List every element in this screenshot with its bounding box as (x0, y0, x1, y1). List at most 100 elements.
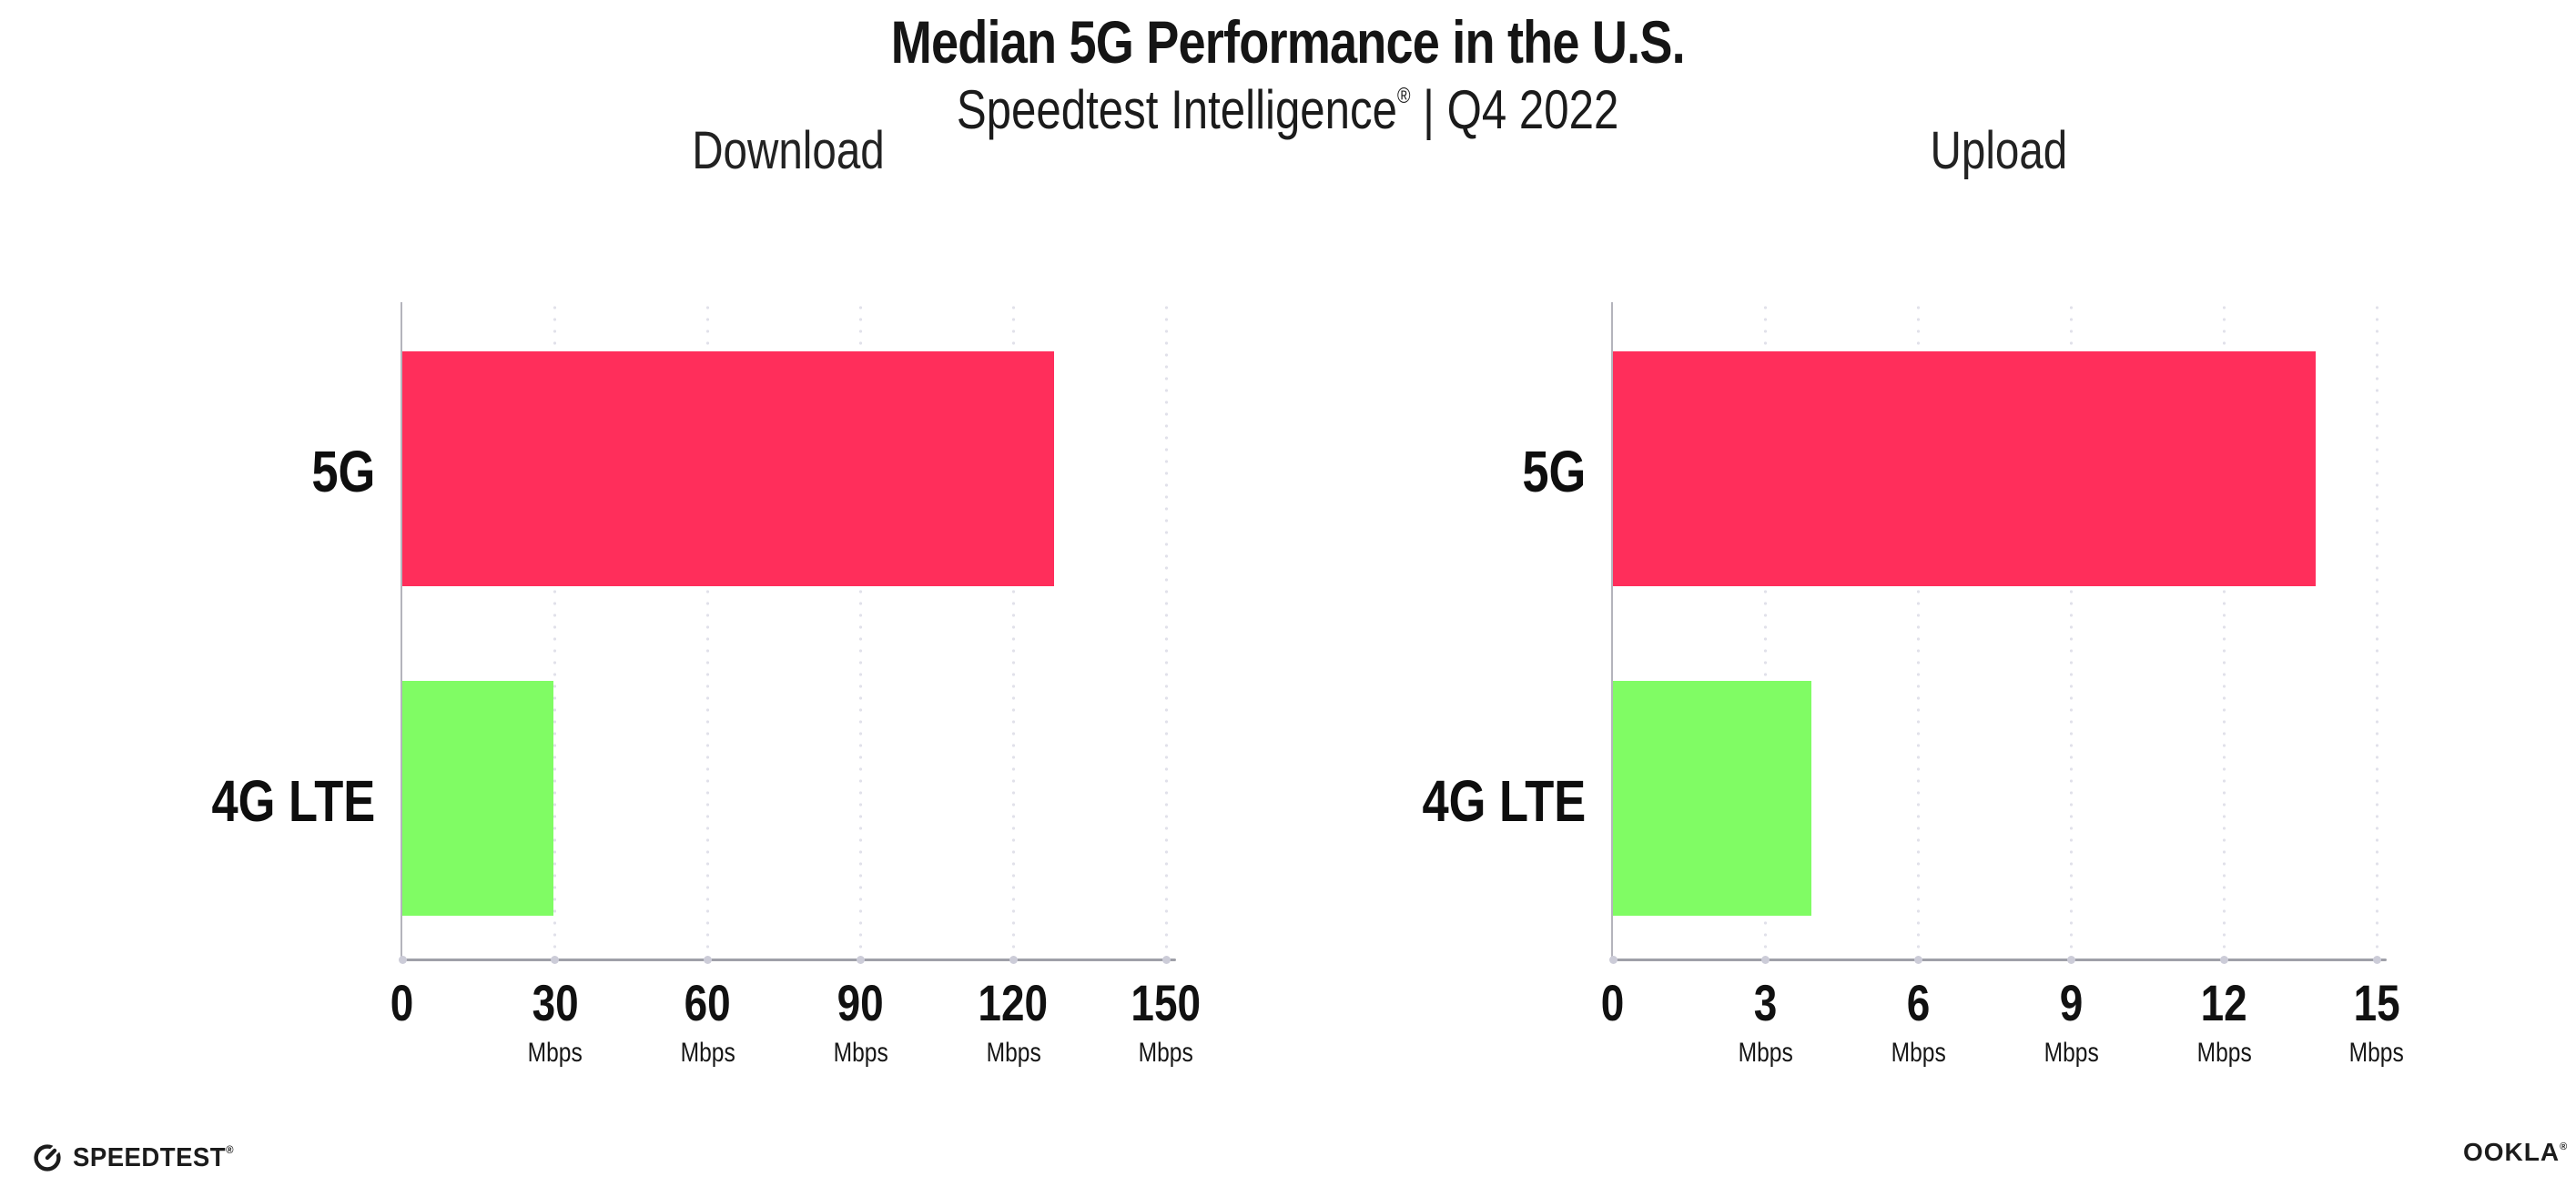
registered-trademark-mark: ® (1397, 84, 1411, 108)
category-label-5g: 5G (310, 439, 375, 504)
x-tick-unit-text: Mbps (2196, 1038, 2252, 1068)
x-tick-label-90: 90 Mbps (783, 978, 938, 1067)
x-tick-value-text: 0 (390, 974, 414, 1031)
x-tick-value-text: 3 (1754, 974, 1778, 1031)
x-tick-label-60: 60 Mbps (631, 978, 786, 1067)
bar-4g-lte (402, 681, 554, 916)
x-tick-value: 6 (1841, 978, 1996, 1029)
x-tick-unit-text: Mbps (833, 1038, 888, 1068)
gridline-15-mbps (2375, 302, 2378, 959)
x-tick-value-text: 9 (2059, 974, 2084, 1031)
x-tick-value-text: 12 (2200, 974, 2247, 1031)
speedtest-trademark-mark: ® (226, 1142, 234, 1156)
x-tick-value-text: 30 (532, 974, 579, 1031)
x-tick-label-30: 30 Mbps (478, 978, 633, 1067)
axis-tick-dot (1608, 956, 1618, 964)
x-tick-value: 0 (325, 978, 480, 1029)
x-tick-value-text: 90 (837, 974, 884, 1031)
x-tick-unit: Mbps (2299, 1040, 2454, 1067)
subtitle-quarter: | Q4 2022 (1410, 79, 1619, 140)
x-tick-unit-text: Mbps (2044, 1038, 2099, 1068)
page-subtitle: Speedtest Intelligence® | Q4 2022 (0, 78, 2576, 141)
x-tick-label-6: 6 Mbps (1841, 978, 1996, 1067)
x-tick-value: 150 (1089, 978, 1243, 1029)
gridline-30-mbps (553, 302, 557, 959)
gridline-9-mbps (2069, 302, 2073, 959)
axis-tick-dot (1009, 956, 1018, 964)
x-tick-value: 120 (936, 978, 1090, 1029)
axis-tick-dot (2372, 956, 2381, 964)
gridline-120-mbps (1011, 302, 1015, 959)
x-tick-unit-text: Mbps (527, 1038, 583, 1068)
category-label-4g-lte: 4G LTE (211, 768, 375, 834)
x-tick-label-9: 9 Mbps (1993, 978, 2148, 1067)
x-tick-unit: Mbps (1841, 1040, 1996, 1067)
gridline-12-mbps (2222, 302, 2226, 959)
bar-5g (1613, 351, 2316, 586)
bar-5g (402, 351, 1054, 586)
x-tick-unit: Mbps (2146, 1040, 2301, 1067)
axis-tick-dot (551, 956, 560, 964)
x-tick-value: 0 (1536, 978, 1690, 1029)
x-tick-value: 3 (1689, 978, 1843, 1029)
subtitle-brand: Speedtest Intelligence (957, 79, 1398, 140)
x-tick-unit-text: Mbps (986, 1038, 1041, 1068)
x-tick-unit: Mbps (631, 1040, 786, 1067)
x-tick-value: 15 (2299, 978, 2454, 1029)
gridline-90-mbps (858, 302, 862, 959)
axis-tick-dot (1761, 956, 1770, 964)
x-tick-value-text: 60 (685, 974, 732, 1031)
axis-tick-dot (704, 956, 713, 964)
ookla-logo: OOKLA® (2463, 1138, 2567, 1167)
x-tick-unit: Mbps (1089, 1040, 1243, 1067)
axis-tick-dot (2066, 956, 2075, 964)
x-tick-value-text: 120 (978, 974, 1049, 1031)
x-tick-label-12: 12 Mbps (2146, 978, 2301, 1067)
x-tick-unit-text: Mbps (2348, 1038, 2405, 1068)
ookla-wordmark: OOKLA (2463, 1138, 2561, 1166)
download-chart-title: Download (692, 121, 885, 180)
x-axis-line (401, 959, 1176, 961)
gridline-3-mbps (1764, 302, 1768, 959)
y-axis-line (401, 302, 402, 959)
x-tick-value: 12 (2146, 978, 2301, 1029)
x-tick-value-text: 0 (1601, 974, 1625, 1031)
x-tick-unit: Mbps (783, 1040, 938, 1067)
axis-tick-dot (1914, 956, 1923, 964)
y-axis-line (1611, 302, 1613, 959)
gridline-150-mbps (1164, 302, 1168, 959)
x-tick-unit: Mbps (936, 1040, 1090, 1067)
x-tick-value: 30 (478, 978, 633, 1029)
page-title-text: Median 5G Performance in the U.S. (890, 8, 1686, 76)
x-tick-label-0: 0 (1536, 978, 1690, 1029)
x-tick-value-text: 6 (1906, 974, 1931, 1031)
x-tick-value: 9 (1993, 978, 2148, 1029)
category-label-5g: 5G (1521, 439, 1586, 504)
x-tick-label-150: 150 Mbps (1089, 978, 1243, 1067)
x-tick-value: 90 (783, 978, 938, 1029)
gridline-60-mbps (706, 302, 710, 959)
x-tick-value: 60 (631, 978, 786, 1029)
ookla-trademark-mark: ® (2560, 1141, 2569, 1152)
x-tick-unit: Mbps (478, 1040, 633, 1067)
speedtest-wordmark: SPEEDTEST (73, 1142, 227, 1172)
axis-tick-dot (398, 956, 407, 964)
x-axis-line (1611, 959, 2387, 961)
x-tick-value-text: 150 (1131, 974, 1202, 1031)
category-label-4g-lte: 4G LTE (1422, 768, 1586, 834)
x-tick-label-15: 15 Mbps (2299, 978, 2454, 1067)
page-title: Median 5G Performance in the U.S. (0, 7, 2576, 76)
x-tick-unit-text: Mbps (1891, 1038, 1946, 1068)
upload-chart-title: Upload (1930, 121, 2068, 180)
axis-tick-dot (2219, 956, 2228, 964)
speedtest-logo: SPEEDTEST® (33, 1134, 242, 1182)
x-tick-value-text: 15 (2353, 974, 2400, 1031)
x-tick-unit-text: Mbps (680, 1038, 735, 1068)
x-tick-unit-text: Mbps (1738, 1038, 1793, 1068)
x-tick-unit: Mbps (1689, 1040, 1843, 1067)
speedtest-gauge-icon (34, 1144, 61, 1172)
bar-4g-lte (1613, 681, 1812, 916)
gridline-6-mbps (1917, 302, 1921, 959)
x-tick-label-3: 3 Mbps (1689, 978, 1843, 1067)
